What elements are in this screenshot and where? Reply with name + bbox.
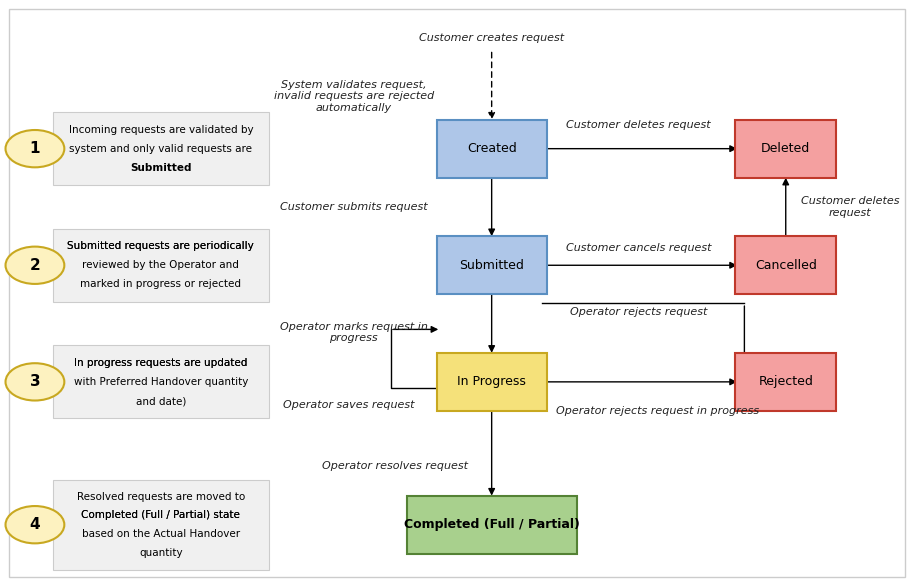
FancyBboxPatch shape [735,236,836,294]
Circle shape [6,130,64,167]
Text: marked in progress or rejected: marked in progress or rejected [80,279,242,289]
Text: Completed (Full / Partial) state: Completed (Full / Partial) state [82,510,240,520]
Text: reviewed by the Operator and: reviewed by the Operator and [83,260,239,271]
FancyBboxPatch shape [437,120,547,178]
Text: Operator rejects request in progress: Operator rejects request in progress [555,406,759,416]
Text: Completed (Full / Partial) state: Completed (Full / Partial) state [82,510,240,520]
Text: Created: Created [467,142,516,155]
Text: system and only valid requests are: system and only valid requests are [69,143,253,154]
FancyBboxPatch shape [437,353,547,411]
Text: Submitted: Submitted [130,163,191,173]
FancyBboxPatch shape [52,479,269,570]
Text: Submitted requests are periodically: Submitted requests are periodically [67,241,255,251]
Text: Customer deletes request: Customer deletes request [566,120,711,131]
Text: Customer creates request: Customer creates request [419,33,564,43]
Text: Operator resolves request: Operator resolves request [323,461,468,472]
Text: Customer deletes
request: Customer deletes request [800,196,900,218]
FancyBboxPatch shape [52,345,269,419]
Text: Submitted: Submitted [460,259,524,272]
Text: Submitted requests are periodically: Submitted requests are periodically [67,241,255,251]
Text: 4: 4 [29,517,40,532]
Text: 2: 2 [29,258,40,273]
Text: based on the Actual Handover: based on the Actual Handover [82,529,240,539]
Text: In progress requests are updated: In progress requests are updated [74,358,247,368]
Text: System validates request,
invalid requests are rejected
automatically: System validates request, invalid reques… [274,80,434,113]
Text: Deleted: Deleted [761,142,811,155]
FancyBboxPatch shape [407,496,577,554]
FancyBboxPatch shape [437,236,547,294]
Text: Incoming requests are validated by: Incoming requests are validated by [69,125,253,135]
Circle shape [6,247,64,284]
FancyBboxPatch shape [735,120,836,178]
Text: and date): and date) [136,396,186,406]
Text: 1: 1 [29,141,40,156]
Text: Customer cancels request: Customer cancels request [566,243,711,253]
Text: Resolved requests are moved to: Resolved requests are moved to [76,491,245,501]
Text: In Progress: In Progress [458,375,526,388]
Text: Completed (Full / Partial): Completed (Full / Partial) [403,518,580,531]
Text: with Preferred Handover quantity: with Preferred Handover quantity [74,377,248,387]
Text: quantity: quantity [139,548,183,558]
Text: Customer submits request: Customer submits request [280,202,427,212]
FancyBboxPatch shape [52,112,269,185]
FancyBboxPatch shape [52,229,269,302]
Circle shape [6,363,64,401]
FancyBboxPatch shape [735,353,836,411]
Text: Operator saves request: Operator saves request [283,400,415,410]
Text: In progress requests are updated: In progress requests are updated [74,358,247,368]
Text: Operator rejects request: Operator rejects request [570,307,708,317]
Circle shape [6,506,64,543]
Text: Cancelled: Cancelled [754,259,817,272]
Text: 3: 3 [29,374,40,389]
Text: Operator marks request in
progress: Operator marks request in progress [280,321,427,343]
Text: Rejected: Rejected [758,375,813,388]
